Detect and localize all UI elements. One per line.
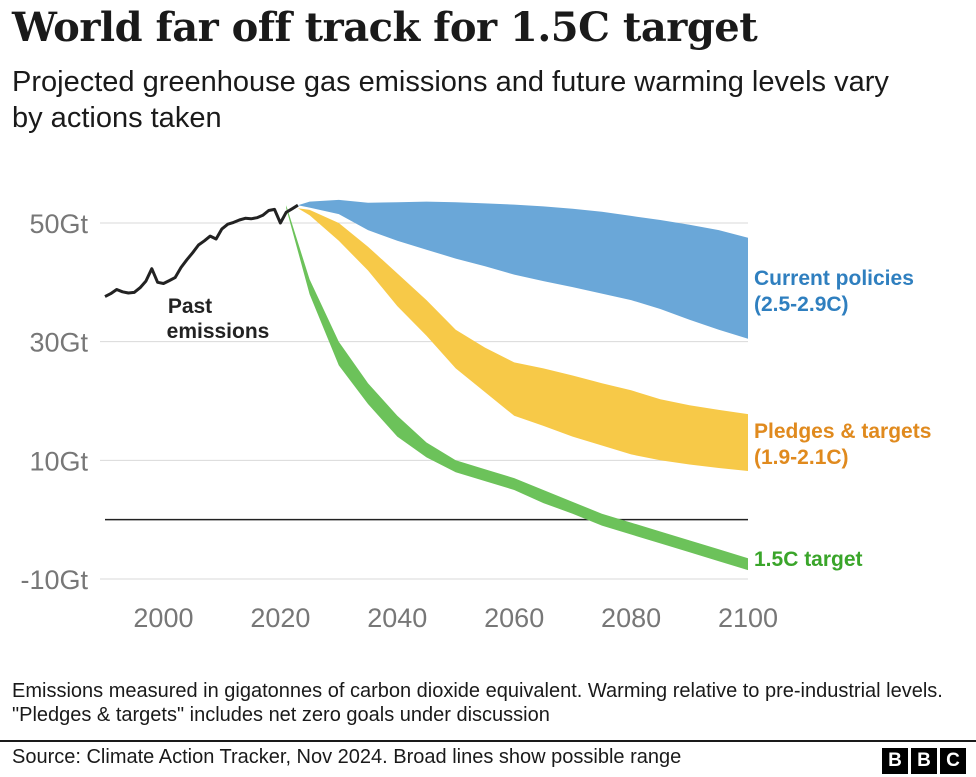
- y-tick-label: 10Gt: [29, 446, 88, 476]
- past-emissions-label: Past emissions: [167, 295, 270, 343]
- y-tick-label: 30Gt: [29, 328, 88, 358]
- y-tick-label: 50Gt: [29, 209, 88, 239]
- chart-title: World far off track for 1.5C target: [12, 4, 758, 51]
- x-tick-label: 2080: [601, 603, 661, 633]
- past-emissions-line: [104, 203, 299, 298]
- x-tick-label: 2060: [484, 603, 544, 633]
- x-tick-label: 2040: [367, 603, 427, 633]
- logo-letter: B: [911, 748, 937, 774]
- logo-letter: B: [882, 748, 908, 774]
- emissions-chart: 50Gt 30Gt 10Gt -10Gt 2000 2020 2040 2060 2080 210…: [20, 199, 931, 633]
- target-1-5c-label: 1.5C target: [754, 548, 863, 571]
- pledges-targets-label: Pledges & targets (1.9-2.1C): [754, 420, 931, 469]
- x-tick-label: 2000: [133, 603, 193, 633]
- y-tick-label: -10Gt: [20, 565, 88, 595]
- source-divider: [0, 740, 976, 742]
- chart-source: Source: Climate Action Tracker, Nov 2024…: [12, 746, 682, 768]
- x-tick-label: 2100: [718, 603, 778, 633]
- logo-letter: C: [940, 748, 966, 774]
- chart-footnote: Emissions measured in gigatonnes of carb…: [12, 680, 943, 726]
- current-policies-label: Current policies (2.5-2.9C): [754, 267, 914, 316]
- pledges-targets-band: [297, 208, 748, 471]
- chart-subtitle: Projected greenhouse gas emissions and f…: [12, 66, 889, 134]
- current-policies-band: [297, 199, 748, 339]
- bbc-logo: B B C: [882, 748, 966, 774]
- x-tick-label: 2020: [250, 603, 310, 633]
